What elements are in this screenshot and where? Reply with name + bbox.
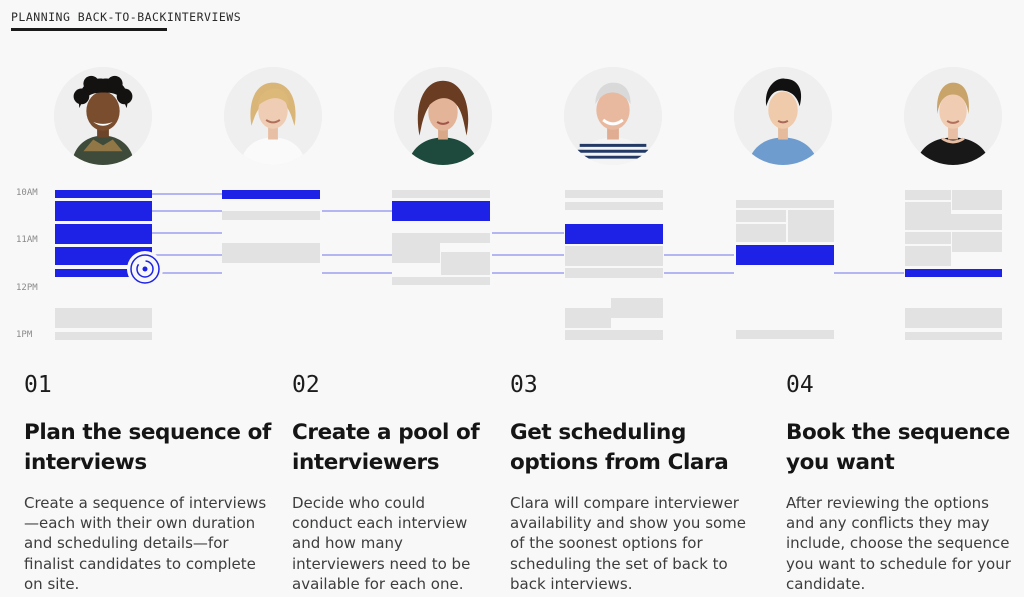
eyebrow-strong-text: PLANNING BACK-TO-BACK (11, 10, 167, 31)
section-eyebrow: PLANNING BACK-TO-BACK INTERVIEWS (11, 10, 241, 31)
eyebrow-rest-text: INTERVIEWS (166, 10, 242, 24)
step-1: 01 Plan the sequence of interviews Creat… (24, 372, 274, 594)
step-title: Get scheduling options from Clara (510, 420, 729, 475)
step-3: 03 Get scheduling options from Clara Cla… (510, 372, 750, 594)
step-description: Decide who could conduct each interview … (292, 494, 471, 593)
step-number: 02 (292, 372, 320, 398)
busy-slot (905, 332, 1002, 340)
busy-slot (392, 277, 490, 285)
step-title: Create a pool of interviewers (292, 420, 480, 475)
interview-slot (55, 190, 152, 198)
interview-slot (55, 269, 152, 277)
column-4-slots (565, 190, 663, 340)
step-number: 04 (786, 372, 814, 398)
time-label-12pm: 12PM (16, 283, 38, 293)
busy-slot (736, 200, 834, 208)
step-title: Plan the sequence of interviews (24, 420, 271, 475)
busy-slot (736, 330, 834, 339)
busy-slot (565, 268, 663, 278)
person-brunette-avatar (394, 67, 492, 165)
busy-slot (222, 243, 320, 263)
busy-slot (952, 190, 1002, 210)
interview-slot (736, 245, 834, 265)
busy-slot (565, 190, 663, 198)
step-description: After reviewing the options and any conf… (786, 494, 1011, 593)
person-short-blonde-avatar (904, 67, 1002, 165)
busy-slot (55, 308, 152, 328)
time-label-10am: 10AM (16, 188, 38, 198)
person-curly-hair-avatar (54, 67, 152, 165)
busy-slot (736, 224, 786, 242)
column-6-slots (905, 190, 1002, 340)
column-5-slots (736, 200, 834, 339)
step-description: Clara will compare interviewer availabil… (510, 494, 747, 593)
step-description: Create a sequence of interviews—each wit… (24, 494, 267, 593)
busy-slot (565, 202, 663, 210)
busy-slot (905, 308, 1002, 328)
busy-slot (222, 211, 320, 220)
busy-slot (952, 232, 1002, 252)
person-blonde-avatar (224, 67, 322, 165)
busy-slot (565, 308, 611, 328)
column-1-slots (55, 190, 152, 340)
busy-slot (392, 243, 440, 263)
column-2-slots (222, 190, 320, 263)
busy-slot (788, 210, 834, 242)
interview-slot (55, 201, 152, 221)
clara-sync-icon (127, 251, 163, 287)
busy-slot (736, 210, 786, 222)
busy-slot (905, 232, 951, 244)
busy-slot (611, 298, 663, 318)
time-label-11am: 11AM (16, 235, 38, 245)
interview-slot (222, 190, 320, 199)
busy-slot (905, 214, 1002, 230)
interview-slot (55, 224, 152, 244)
step-number: 03 (510, 372, 538, 398)
step-4: 04 Book the sequence you want After revi… (786, 372, 1016, 594)
person-dark-hair-avatar (734, 67, 832, 165)
person-grey-hair-avatar (564, 67, 662, 165)
busy-slot (565, 246, 663, 266)
step-2: 02 Create a pool of interviewers Decide … (292, 372, 482, 594)
busy-slot (905, 202, 951, 214)
busy-slot (905, 246, 951, 266)
interview-slot (55, 247, 152, 265)
busy-slot (565, 330, 663, 340)
step-number: 01 (24, 372, 52, 398)
busy-slot (392, 233, 490, 243)
busy-slot (905, 190, 951, 200)
column-3-slots (392, 190, 490, 285)
interview-slot (392, 201, 490, 221)
interview-slot (905, 269, 1002, 277)
time-label-1pm: 1PM (16, 330, 33, 340)
step-title: Book the sequence you want (786, 420, 1010, 475)
connector-lines (152, 193, 904, 274)
busy-slot (441, 252, 490, 275)
busy-slot (392, 190, 490, 198)
interview-slot (565, 224, 663, 244)
schedule-diagram (55, 190, 1002, 340)
busy-slot (55, 332, 152, 340)
